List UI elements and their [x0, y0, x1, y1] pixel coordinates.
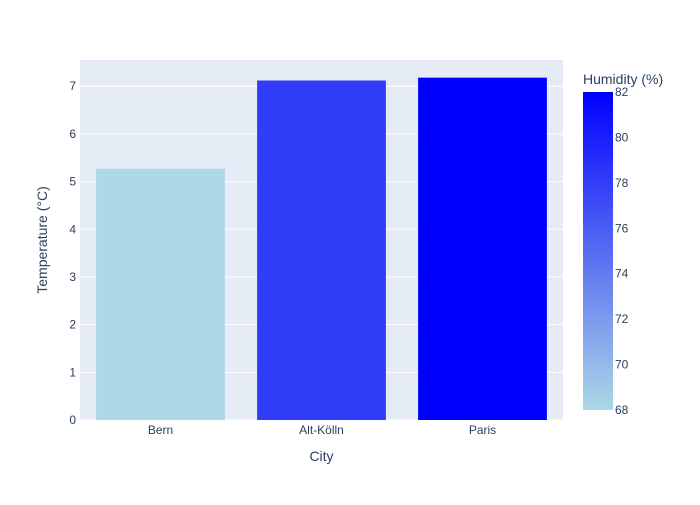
colorbar-tick-label-1: 70 — [615, 358, 629, 372]
bar-bern — [96, 168, 225, 420]
colorbar-gradient — [583, 92, 613, 410]
x-tick-labels: Bern Alt-Kölln Paris — [148, 423, 496, 437]
y-tick-label-2: 2 — [69, 318, 76, 332]
colorbar-title: Humidity (%) — [583, 71, 663, 87]
x-tick-label-0: Bern — [148, 423, 173, 437]
bar-paris — [418, 77, 547, 420]
colorbar-tick-label-0: 68 — [615, 403, 629, 417]
x-tick-label-1: Alt-Kölln — [299, 423, 344, 437]
colorbar-tick-label-6: 80 — [615, 130, 629, 144]
y-axis-title: Temperature (°C) — [34, 186, 50, 294]
colorbar-tick-label-4: 76 — [615, 221, 629, 235]
colorbar-tick-label-2: 72 — [615, 312, 629, 326]
bars — [96, 77, 547, 421]
colorbar: Humidity (%) 68 70 72 74 76 78 80 82 — [583, 71, 663, 417]
y-tick-label-7: 7 — [69, 79, 76, 93]
colorbar-tick-label-3: 74 — [615, 267, 629, 281]
x-tick-label-2: Paris — [469, 423, 496, 437]
y-tick-label-1: 1 — [69, 365, 76, 379]
y-tick-labels: 0 1 2 3 4 5 6 7 — [69, 79, 76, 427]
y-tick-label-4: 4 — [69, 222, 76, 236]
bar-alt-k-lln — [257, 80, 386, 421]
colorbar-tick-labels: 68 70 72 74 76 78 80 82 — [615, 85, 629, 417]
y-tick-label-5: 5 — [69, 175, 76, 189]
y-tick-label-3: 3 — [69, 270, 76, 284]
colorbar-tick-label-7: 82 — [615, 85, 629, 99]
colorbar-tick-label-5: 78 — [615, 176, 629, 190]
y-tick-label-6: 6 — [69, 127, 76, 141]
y-tick-label-0: 0 — [69, 413, 76, 427]
x-axis-title: City — [309, 448, 333, 464]
